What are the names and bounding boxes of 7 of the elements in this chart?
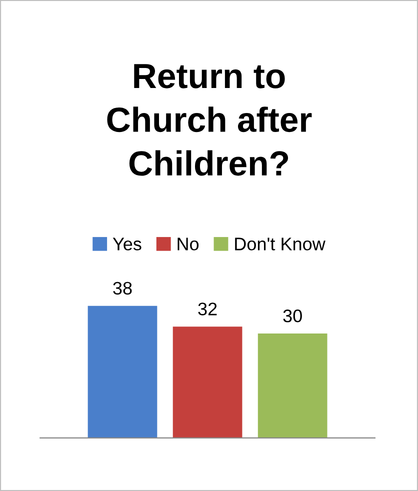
data-label: 32 — [198, 302, 217, 316]
legend-label: No — [178, 238, 199, 250]
chart-title: Return to Church after Children? — [107, 64, 312, 176]
data-label: 30 — [283, 310, 302, 322]
data-label: 38 — [113, 282, 132, 295]
legend-label: Yes — [112, 238, 142, 250]
legend-label: Don't Know — [235, 238, 326, 250]
